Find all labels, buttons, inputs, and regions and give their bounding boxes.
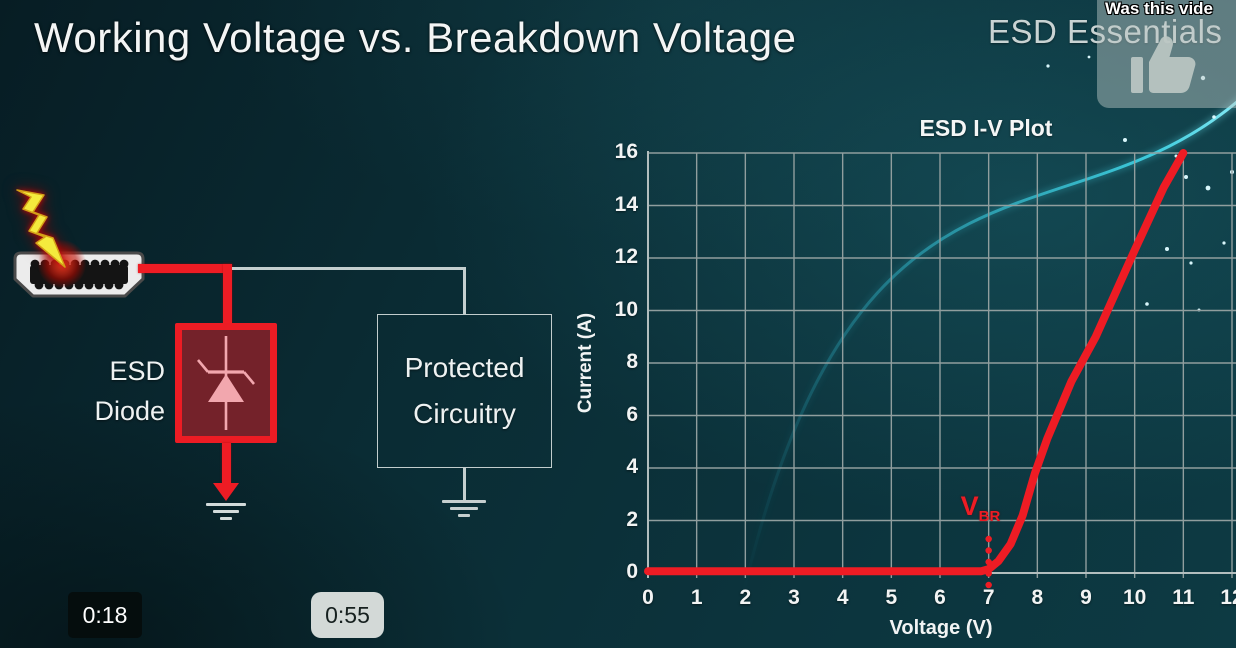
- diode-ground-arrow-head: [213, 483, 239, 501]
- x-tick-label: 9: [1080, 586, 1092, 609]
- timestamp-chip-current[interactable]: 0:18: [68, 592, 142, 638]
- y-tick-label: 2: [626, 507, 638, 531]
- y-tick-label: 0: [626, 560, 638, 583]
- ground-symbol-diode: [206, 503, 246, 520]
- x-tick-label: 1: [690, 586, 703, 609]
- x-tick-label: 6: [934, 586, 946, 609]
- diode-ground-arrow-shaft: [222, 443, 231, 485]
- x-tick-label: 7: [982, 586, 995, 609]
- channel-branding: ESD Essentials: [988, 13, 1223, 50]
- protected-ground-stem: [463, 468, 466, 500]
- protected-circuitry-box: Protected Circuitry: [377, 314, 552, 468]
- x-tick-label: 12: [1220, 586, 1236, 609]
- wire-node-to-protected: [232, 267, 465, 270]
- breakdown-voltage-annotation: VBR: [960, 491, 1001, 525]
- iv-curve: [644, 149, 1188, 576]
- x-tick-label: 8: [1031, 586, 1044, 609]
- sparkle-dots: [1046, 55, 1234, 312]
- y-tick-label: 4: [626, 455, 638, 478]
- x-tick-label: 11: [1172, 586, 1195, 609]
- x-tick-label: 5: [885, 586, 898, 609]
- esd-diode-label: ESD Diode: [94, 356, 165, 426]
- x-tick-label: 0: [642, 586, 654, 609]
- zener-diode-icon: [197, 336, 255, 430]
- protected-circuitry-label: Protected Circuitry: [404, 352, 525, 429]
- y-tick-label: 6: [626, 402, 638, 426]
- y-tick-label: 10: [614, 297, 638, 321]
- y-tick-label: 14: [614, 192, 638, 216]
- y-tick-label: 16: [614, 140, 638, 163]
- wire-protected-drop: [463, 267, 466, 315]
- lightning-bolt-icon: [16, 189, 66, 268]
- chart-title: ESD I-V Plot: [919, 115, 1053, 141]
- thumbs-up-icon[interactable]: [1128, 32, 1202, 98]
- x-tick-label: 2: [739, 586, 752, 609]
- ground-symbol-protected: [442, 500, 486, 517]
- chart-x-axis-label: Voltage (V): [889, 617, 993, 639]
- like-prompt-text: Was this vide: [1105, 0, 1214, 18]
- page-title: Working Voltage vs. Breakdown Voltage: [34, 14, 797, 61]
- timestamp-chip-alt[interactable]: 0:55: [311, 592, 384, 638]
- x-tick-label: 4: [836, 586, 849, 609]
- esd-diode-box: [175, 323, 277, 443]
- wire-connector-to-node: [138, 264, 232, 273]
- x-tick-label: 10: [1122, 586, 1147, 609]
- y-tick-label: 8: [626, 350, 638, 373]
- x-tick-label: 3: [788, 586, 800, 609]
- wire-node-to-diode: [223, 264, 232, 326]
- y-tick-label: 12: [614, 245, 638, 268]
